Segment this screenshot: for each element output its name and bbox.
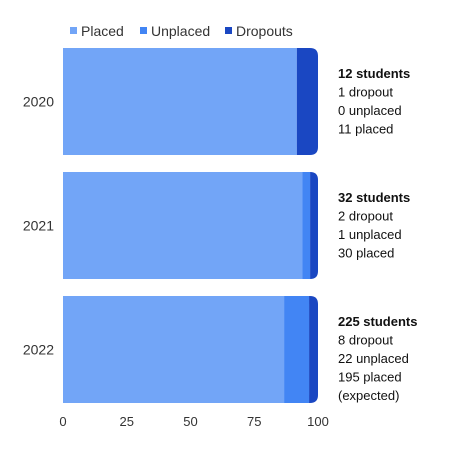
x-tick-25: 25 <box>120 414 134 429</box>
legend: Placed Unplaced Dropouts <box>70 23 293 39</box>
bar-2020-dropouts <box>296 48 318 155</box>
bar-2021-unplaced <box>302 172 311 279</box>
annotation-line-2022: 8 dropout <box>338 333 393 348</box>
legend-label-unplaced: Unplaced <box>151 23 210 39</box>
annotation-line-2021: 30 placed <box>338 246 394 261</box>
bar-2021-dropouts <box>310 172 318 279</box>
annotation-line-2021: 1 unplaced <box>338 227 402 242</box>
annotation-line-2022: 22 unplaced <box>338 351 409 366</box>
bar-2022-dropouts <box>309 296 318 403</box>
annotation-line-2022: 195 placed <box>338 370 402 385</box>
legend-label-placed: Placed <box>81 23 124 39</box>
category-label-2021: 2021 <box>23 218 54 234</box>
annotation-headline-2021: 32 students <box>338 190 410 205</box>
annotation-line-2020: 0 unplaced <box>338 103 402 118</box>
annotation-headline-2020: 12 students <box>338 66 410 81</box>
category-labels: 2020 2021 2022 <box>23 94 54 358</box>
bar-2022-placed <box>63 296 285 403</box>
legend-swatch-unplaced <box>140 27 147 34</box>
bar-2021-placed <box>63 172 303 279</box>
legend-label-dropouts: Dropouts <box>236 23 293 39</box>
x-axis: 0 25 50 75 100 <box>59 414 328 429</box>
annotations: 12 students 1 dropout 0 unplaced 11 placed 3… <box>338 66 417 403</box>
annotation-line-2020: 1 dropout <box>338 85 393 100</box>
bar-2022-unplaced <box>284 296 310 403</box>
bars <box>63 48 318 403</box>
legend-swatch-placed <box>70 27 77 34</box>
annotation-line-2022: (expected) <box>338 388 399 403</box>
legend-swatch-dropouts <box>225 27 232 34</box>
annotation-line-2021: 2 dropout <box>338 209 393 224</box>
x-tick-0: 0 <box>59 414 66 429</box>
category-label-2020: 2020 <box>23 94 54 110</box>
x-tick-75: 75 <box>247 414 261 429</box>
category-label-2022: 2022 <box>23 342 54 358</box>
x-tick-100: 100 <box>307 414 329 429</box>
annotation-line-2020: 11 placed <box>338 122 393 137</box>
bar-2020-placed <box>63 48 297 155</box>
annotation-headline-2022: 225 students <box>338 314 417 329</box>
x-tick-50: 50 <box>183 414 197 429</box>
